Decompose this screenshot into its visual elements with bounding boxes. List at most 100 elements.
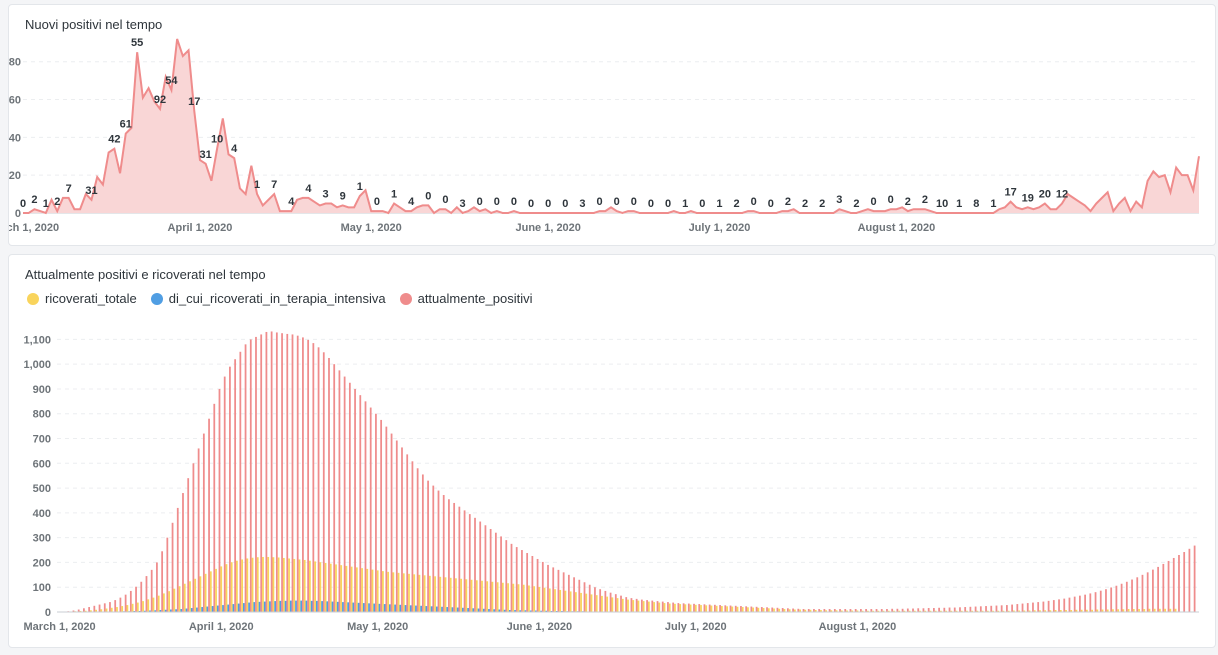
bar <box>142 601 144 612</box>
y-tick-label: 700 <box>33 434 51 446</box>
bar <box>474 517 476 612</box>
bar <box>783 609 786 612</box>
bar <box>514 610 516 612</box>
x-tick-label: March 1, 2020 <box>9 222 59 234</box>
bar <box>131 603 134 612</box>
bar <box>651 600 654 612</box>
bar <box>503 609 506 612</box>
bar <box>609 592 612 612</box>
bar <box>903 610 906 612</box>
bar <box>202 433 205 612</box>
bar <box>635 598 638 612</box>
bar <box>844 609 847 612</box>
bar <box>567 574 570 612</box>
bar <box>557 569 560 612</box>
bar <box>766 607 768 612</box>
bar <box>354 388 356 612</box>
data-label: 3 <box>579 198 585 210</box>
bar <box>477 608 480 612</box>
y-tick-label: 1,000 <box>23 359 51 371</box>
bar <box>929 610 932 612</box>
bar <box>243 603 245 612</box>
y-tick-label: 800 <box>33 409 51 421</box>
bar <box>472 608 475 612</box>
bar <box>979 606 982 612</box>
bar <box>347 602 350 612</box>
bar <box>129 590 132 612</box>
bar <box>656 601 659 612</box>
x-tick-label: July 1, 2020 <box>689 222 751 234</box>
data-label: 0 <box>597 196 603 208</box>
data-label: 2 <box>31 194 37 206</box>
bar <box>614 594 617 612</box>
bar <box>192 463 195 612</box>
bar <box>1023 610 1026 612</box>
bar <box>882 610 885 612</box>
bar <box>352 602 355 612</box>
bar <box>411 461 414 612</box>
bar <box>677 603 680 612</box>
bar <box>1146 572 1149 612</box>
bar <box>110 607 113 612</box>
data-label: 0 <box>545 198 551 210</box>
bar <box>277 557 280 612</box>
bar <box>291 334 294 612</box>
data-label: 31 <box>85 185 97 197</box>
bar <box>976 610 979 612</box>
bar <box>981 610 984 612</box>
bar <box>524 610 527 612</box>
bar <box>366 568 369 612</box>
bar <box>481 580 483 612</box>
bar <box>574 592 577 612</box>
legend-item[interactable]: attualmente_positivi <box>399 291 533 306</box>
bar <box>875 609 878 612</box>
bar <box>1042 601 1045 612</box>
data-label: 19 <box>1022 192 1034 204</box>
bar <box>394 604 396 612</box>
bar <box>1049 610 1052 612</box>
bar <box>223 376 226 612</box>
bar <box>637 600 640 612</box>
bar <box>446 607 449 612</box>
bar <box>606 596 609 612</box>
chart-legend: ricoverati_totale di_cui_ricoverati_in_te… <box>27 291 533 306</box>
bar <box>493 609 496 612</box>
bar <box>1131 579 1133 612</box>
bar <box>249 339 252 612</box>
bar <box>455 578 457 612</box>
bar <box>434 576 436 612</box>
bar <box>1183 552 1186 612</box>
bar <box>288 558 290 612</box>
bar <box>199 576 202 612</box>
bar <box>232 604 235 612</box>
bar <box>1028 610 1031 612</box>
bar <box>373 603 376 612</box>
bar <box>176 507 179 612</box>
bar <box>409 605 412 612</box>
bar <box>679 604 682 612</box>
bar <box>990 605 993 612</box>
bar <box>251 557 254 612</box>
bar <box>971 610 974 612</box>
bar <box>632 600 635 612</box>
bar <box>752 607 755 612</box>
bar <box>893 610 895 612</box>
legend-item[interactable]: ricoverati_totale <box>27 291 137 306</box>
bar <box>898 610 901 612</box>
bar <box>1148 608 1151 612</box>
bar <box>1169 608 1172 612</box>
bar <box>667 602 669 612</box>
bar <box>1127 609 1130 612</box>
bar <box>1105 589 1107 612</box>
bar <box>616 598 619 612</box>
bar <box>517 584 520 612</box>
data-label: 0 <box>374 196 380 208</box>
bar <box>813 609 815 612</box>
bar <box>126 605 129 612</box>
data-label: 2 <box>905 196 911 208</box>
data-label: 1 <box>990 198 996 210</box>
bar <box>851 610 854 612</box>
bar <box>1054 610 1057 612</box>
legend-item[interactable]: di_cui_ricoverati_in_terapia_intensiva <box>150 291 386 306</box>
bar <box>943 607 946 612</box>
